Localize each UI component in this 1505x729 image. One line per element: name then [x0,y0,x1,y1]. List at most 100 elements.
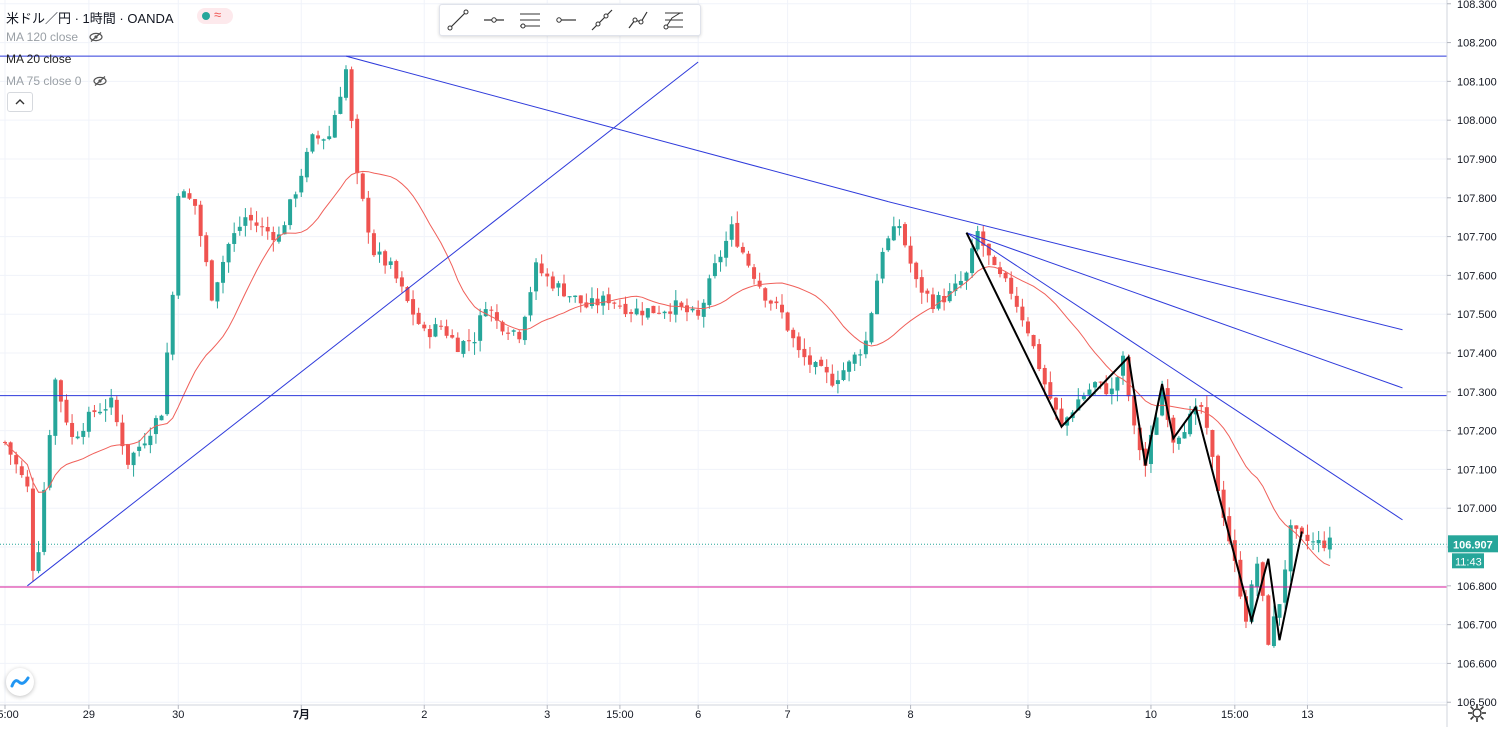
legend-ma75[interactable]: MA 75 close 0 [6,74,107,89]
candle-body [584,302,589,308]
candle-body [299,175,304,193]
time-tick-label: 30 [172,709,184,721]
candle [483,301,488,317]
price-tick-label: 107.700 [1457,232,1497,244]
candle [444,319,449,339]
candle [830,364,835,388]
legend-ma120[interactable]: MA 120 close [6,30,103,45]
candle [763,287,768,308]
candle-body [1216,455,1221,491]
eye-hidden-icon[interactable] [93,75,107,89]
pattern-tool[interactable] [620,5,656,35]
candle-body [1288,525,1293,572]
parallel-channel-tool[interactable] [512,5,548,35]
candle-body [321,139,326,141]
candle [539,254,544,277]
candle-body [1093,382,1098,388]
candle-body [1176,437,1181,444]
trend-line-icon [447,9,469,31]
candle-body [14,455,19,465]
candle [1165,379,1170,428]
candle [690,306,695,313]
candle [8,441,13,465]
candle-body [433,324,438,337]
trend-line [888,201,1403,331]
candle-body [847,361,852,372]
extended-line-tool[interactable] [584,5,620,35]
ray-tool[interactable] [476,5,512,35]
candle-body [657,312,662,314]
candle-body [690,308,695,311]
candle-body [338,96,343,114]
collapse-legend-button[interactable] [7,92,33,112]
candle [332,110,337,138]
chart-settings-button[interactable] [1466,702,1488,724]
price-axis: 108.300 108.200 108.100 108.000 107.900 107.8… [1447,0,1497,709]
candle-body [355,118,360,174]
time-tick-label: 29 [83,709,95,721]
candle-body [198,204,203,236]
candle [153,415,158,444]
candle-body [427,329,432,338]
price-tick-label: 107.600 [1457,270,1497,282]
candle-body [472,341,477,344]
grid-lines [0,0,1447,705]
candle-body [1109,388,1114,395]
candle-body [36,552,41,572]
symbol-title[interactable]: 米ドル／円 · 1時間 · OANDA [6,11,174,26]
candle-body [629,312,634,314]
candle-body [550,276,555,289]
candle-body [165,352,170,415]
candle-body [1266,595,1271,645]
candle-body [1053,397,1058,410]
candle-body [1232,540,1237,561]
candle [1288,519,1293,582]
candle [947,283,952,303]
candle [427,324,432,349]
candle-body [1014,295,1019,307]
candle-body [120,422,125,447]
candle [567,296,572,303]
candle [807,346,812,373]
candle [388,257,393,269]
fib-retracement-tool[interactable] [656,5,692,35]
price-tick-label: 108.300 [1457,0,1497,11]
candle-body [1249,584,1254,622]
candle [791,327,796,348]
candle [1305,524,1310,550]
candle-body [282,225,287,235]
legend-ma20[interactable]: MA 20 close [6,52,71,66]
horizontal-ray-tool[interactable] [548,5,584,35]
tradingview-logo-icon [10,676,30,688]
trend-line-tool[interactable] [440,5,476,35]
candle-body [371,233,376,256]
candle [478,308,483,352]
candle-body [1098,381,1103,383]
candle [1025,317,1030,337]
candle-body [891,226,896,241]
candle-body [863,340,868,355]
candle [282,221,287,235]
candle-body [148,435,153,446]
gear-icon [1468,704,1486,722]
candle-body [998,267,1003,275]
candle [103,399,108,422]
candle-body [768,300,773,304]
tradingview-logo[interactable] [6,668,34,696]
candle-body [908,245,913,264]
time-axis: 15:00 29 30 7月 2 3 15:00 6 7 8 9 10 15:00 13 [0,705,1314,721]
candle-body [528,292,533,316]
candle [109,388,114,415]
price-tick-label: 107.400 [1457,348,1497,360]
candle [47,429,52,491]
candle-body [271,231,276,241]
candle-body [925,290,930,294]
candle-body [902,224,907,246]
candle-body [53,379,58,436]
candle [1221,480,1226,526]
trend-line [27,61,699,587]
candle [1271,605,1276,648]
candle-body [522,316,527,341]
eye-hidden-icon[interactable] [89,31,103,45]
